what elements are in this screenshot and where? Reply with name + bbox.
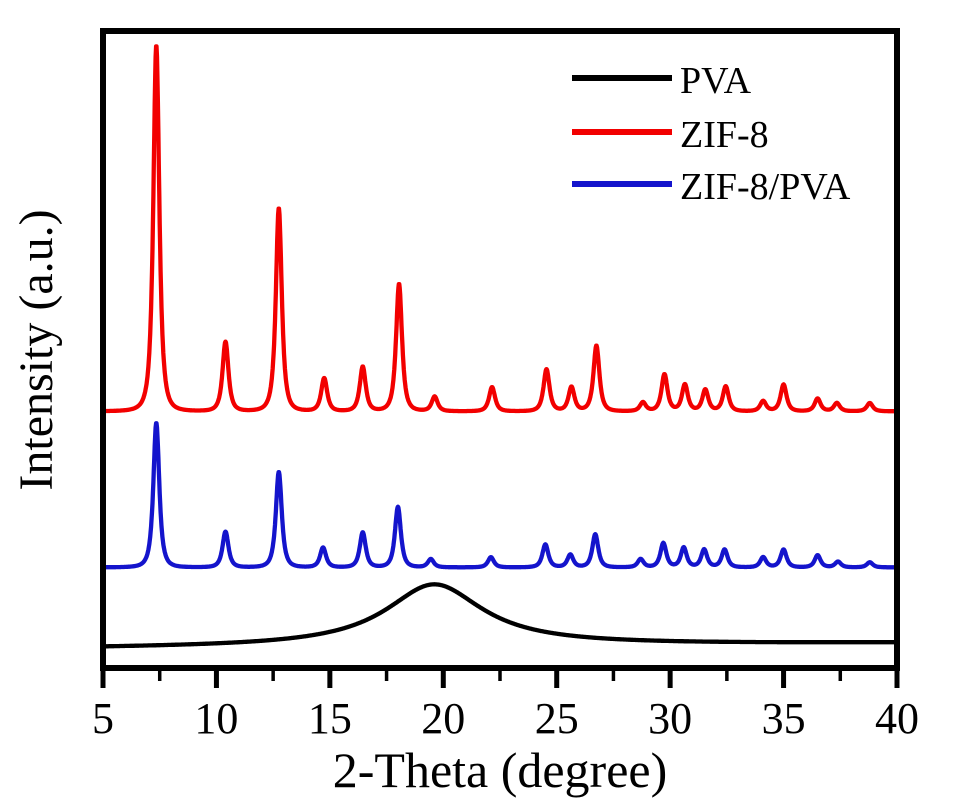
trace-zif-8 xyxy=(100,44,900,414)
legend: PVA ZIF-8 ZIF-8/PVA xyxy=(572,60,851,208)
x-tick-label-5: 5 xyxy=(92,694,114,743)
legend-item-zif8-pva: ZIF-8/PVA xyxy=(572,166,851,208)
x-tick-label-35: 35 xyxy=(762,694,806,743)
legend-item-zif8: ZIF-8 xyxy=(572,114,769,156)
plot-border xyxy=(100,28,900,671)
x-tick-label-25: 25 xyxy=(535,694,579,743)
legend-label-zif8: ZIF-8 xyxy=(680,114,769,156)
x-tick-label-40: 40 xyxy=(875,694,919,743)
x-axis-title: 2-Theta (degree) xyxy=(333,742,668,798)
x-tick-label-15: 15 xyxy=(308,694,352,743)
x-tick-label-10: 10 xyxy=(194,694,238,743)
legend-label-zif8-pva: ZIF-8/PVA xyxy=(680,166,851,208)
x-axis-ticks: 5 10 15 20 25 30 35 40 xyxy=(92,671,919,743)
x-tick-label-30: 30 xyxy=(648,694,692,743)
trace-group xyxy=(100,44,900,649)
x-tick-label-20: 20 xyxy=(421,694,465,743)
trace-zif-8-pva xyxy=(100,421,900,570)
legend-label-pva: PVA xyxy=(680,60,752,102)
y-axis-title: Intensity (a.u.) xyxy=(10,209,63,490)
trace-pva xyxy=(100,582,900,649)
legend-item-pva: PVA xyxy=(572,60,752,102)
